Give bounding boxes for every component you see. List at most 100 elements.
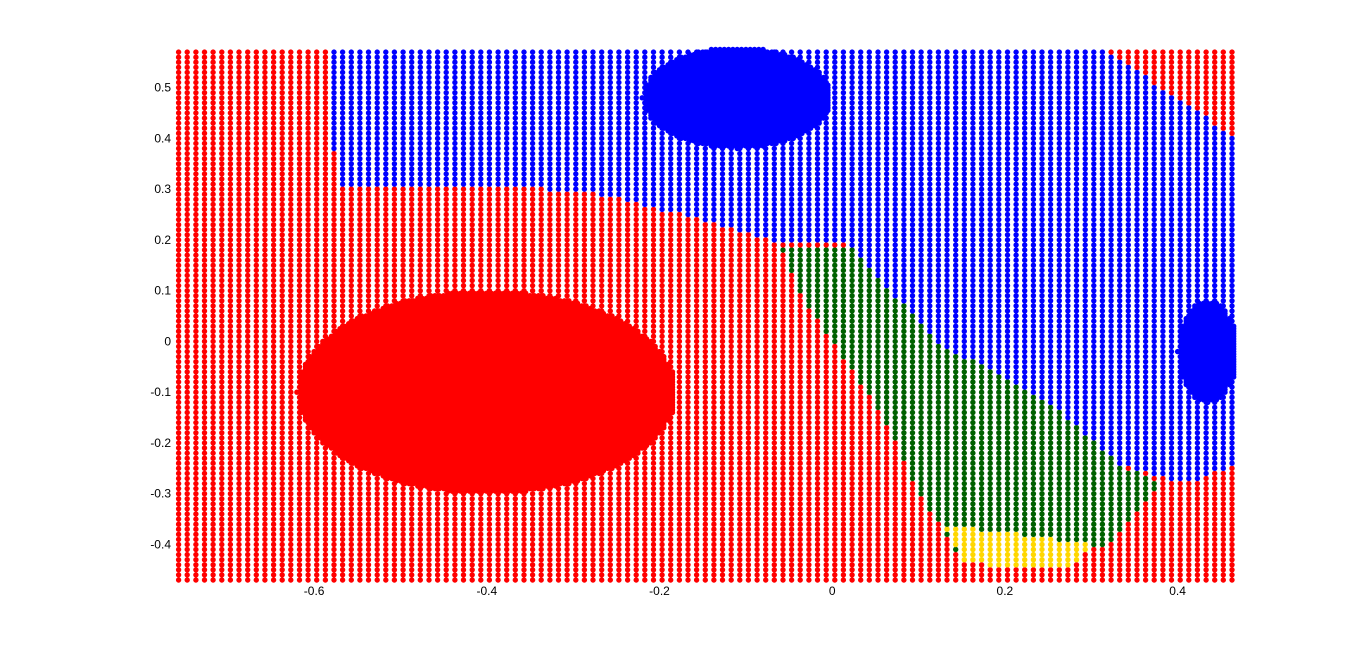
data-point-red [434,501,441,507]
data-point-red [245,79,251,86]
data-point-blue [547,156,553,162]
data-point-red [443,526,449,532]
data-point-red [184,318,190,324]
data-point-blue [434,181,441,187]
data-point-blue [400,74,406,81]
data-point-blue [512,161,518,167]
data-point-red [245,277,251,284]
data-point-blue [564,79,570,86]
data-point-red [365,242,372,248]
data-point-red [478,282,484,289]
data-point-blue [383,79,389,86]
data-point-red [210,526,216,532]
data-point-blue [331,135,337,142]
data-point-red [305,166,311,172]
data-point-red [279,277,285,284]
data-point-red [270,460,277,466]
data-point-blue [434,54,441,60]
data-point-red [184,435,190,441]
data-point-red [391,577,398,583]
data-point-blue [460,90,467,96]
data-point-blue [374,64,380,71]
data-point-red [210,572,216,578]
data-point-red [253,546,259,553]
data-point-blue [339,171,346,177]
data-point-red [391,227,398,233]
data-point-blue [365,120,372,126]
data-point-red [270,557,277,563]
data-point-red [270,359,277,365]
data-point-blue [521,161,527,167]
data-point-red [400,541,406,548]
data-point-blue [495,145,501,152]
data-point-blue [409,79,415,86]
data-point-red [227,496,234,502]
data-point-blue [486,74,493,81]
data-point-red [529,572,536,578]
data-point-red [469,557,475,563]
data-point-red [227,257,234,263]
data-point-red [184,338,190,345]
data-point-blue [331,74,337,81]
data-point-red [288,100,294,106]
data-point-red [573,567,579,573]
data-point-red [322,511,329,517]
data-point-red [417,257,423,263]
data-point-red [348,480,354,487]
data-point-red [175,156,182,162]
data-point-red [486,222,493,228]
data-point-red [236,521,242,527]
data-point-red [184,186,190,192]
data-point-red [322,100,329,106]
data-point-red [201,450,208,456]
data-point-blue [348,110,354,116]
data-point-red [581,293,588,299]
data-point-red [210,166,216,172]
data-point-blue [486,125,493,131]
data-point-red [296,445,303,451]
data-point-blue [443,150,449,157]
data-point-blue [504,54,510,60]
data-point-blue [486,135,493,142]
data-point-red [434,196,441,202]
data-point-red [227,171,234,177]
data-point-red [529,232,536,238]
data-point-red [460,196,467,202]
data-point-red [210,140,216,147]
data-point-red [219,399,225,405]
data-point-red [357,308,363,314]
data-point-red [365,252,372,258]
data-point-red [529,247,536,253]
data-point-red [331,546,337,553]
data-point-red [305,348,311,355]
data-point-red [452,567,458,573]
data-point-red [538,546,544,553]
data-point-red [201,470,208,477]
data-point-red [339,293,346,299]
data-point-red [279,293,285,299]
data-point-red [469,232,475,238]
data-point-red [219,84,225,91]
data-point-red [564,541,570,548]
data-point-red [417,501,423,507]
data-point-blue [573,74,579,81]
data-point-red [409,557,415,563]
data-point-red [495,216,501,223]
data-point-red [201,501,208,507]
data-point-red [314,196,320,202]
data-point-blue [331,84,337,91]
data-point-red [374,277,380,284]
data-point-blue [555,140,562,147]
data-point-red [201,84,208,91]
data-point-red [443,237,449,243]
data-point-red [581,277,588,284]
data-point-red [175,364,182,370]
data-point-red [270,404,277,411]
data-point-red [512,506,518,512]
data-point-red [495,572,501,578]
data-point-red [201,64,208,71]
data-point-red [383,196,389,202]
data-point-red [426,222,432,228]
data-point-red [504,186,510,192]
data-point-red [227,333,234,339]
